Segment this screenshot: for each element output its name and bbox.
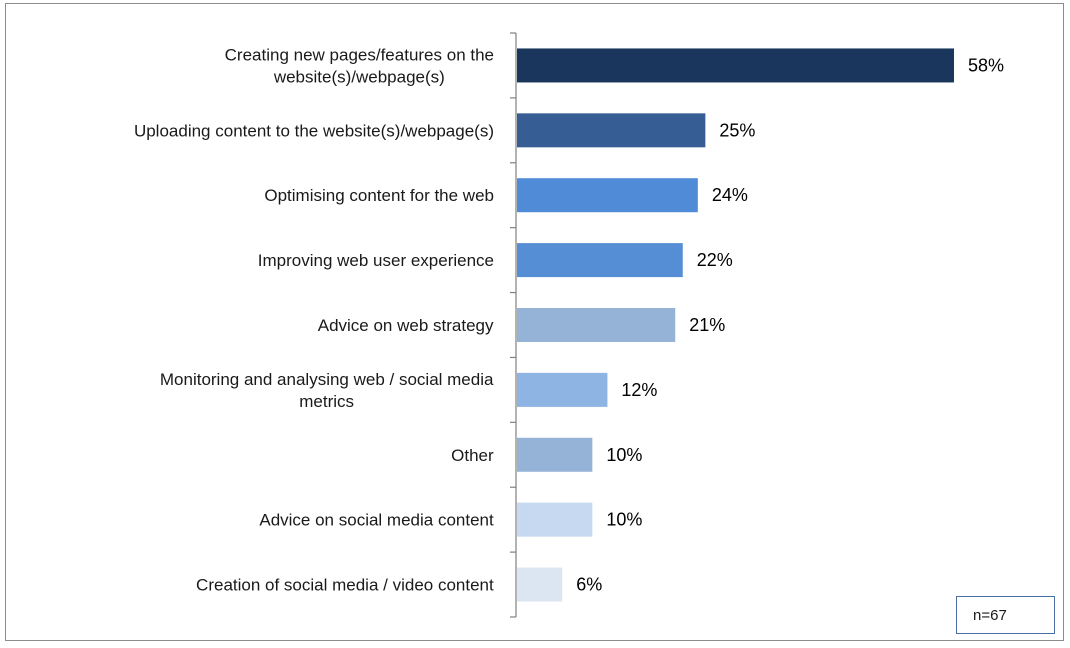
bar-value-label: 25% xyxy=(719,120,755,140)
category-label: Optimising content for the web xyxy=(264,186,494,205)
bar-value-label: 21% xyxy=(689,315,725,335)
y-axis xyxy=(510,32,517,618)
bar xyxy=(517,178,698,213)
bar xyxy=(517,113,706,148)
category-label: Improving web user experience xyxy=(258,251,494,270)
category-label: Creation of social media / video content xyxy=(196,576,494,595)
bar-value-label: 10% xyxy=(606,510,642,530)
category-label: Monitoring and analysing web / social me… xyxy=(160,370,494,411)
category-label: Creating new pages/features on the websit… xyxy=(225,45,494,86)
bars xyxy=(517,48,954,602)
category-label: Advice on web strategy xyxy=(318,316,494,335)
bar-value-label: 6% xyxy=(576,575,602,595)
category-label: Other xyxy=(451,446,494,465)
bar-value-label: 22% xyxy=(697,250,733,270)
sample-size-text: n=67 xyxy=(973,606,1007,624)
bar xyxy=(517,372,608,407)
bar xyxy=(517,308,676,342)
category-labels: Creating new pages/features on the websit… xyxy=(134,45,494,594)
bar xyxy=(517,243,683,278)
bar xyxy=(517,502,593,537)
value-labels: 58% 25% 24% 22% 21% 12% 10% 10% 6% xyxy=(576,55,1004,594)
category-label: Advice on social media content xyxy=(259,511,494,530)
bar xyxy=(517,567,563,602)
category-label: Uploading content to the website(s)/webp… xyxy=(134,121,494,140)
bar-value-label: 58% xyxy=(968,55,1004,75)
bar-value-label: 12% xyxy=(621,380,657,400)
bar xyxy=(517,437,593,472)
bar-value-label: 24% xyxy=(712,185,748,205)
sample-size-box: n=67 xyxy=(956,596,1055,634)
bar-value-label: 10% xyxy=(606,445,642,465)
bar xyxy=(517,48,954,83)
